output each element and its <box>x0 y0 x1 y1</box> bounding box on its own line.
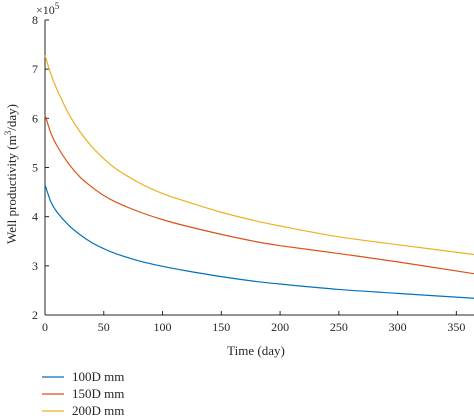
x-axis-label: Time (day) <box>227 343 285 358</box>
x-tick-label: 200 <box>271 320 289 334</box>
x-tick-label: 350 <box>447 320 465 334</box>
legend-label-1: 100D mm <box>72 369 124 384</box>
y-axis-label-tail: /day) <box>4 104 19 131</box>
legend-label-3: 200D mm <box>72 403 124 418</box>
x-tick-label: 150 <box>212 320 230 334</box>
y-tick-label: 6 <box>32 111 38 125</box>
legend: 100D mm 150D mm 200D mm <box>42 369 124 418</box>
x-tick-label: 250 <box>330 320 348 334</box>
y-axis-multiplier: ×105 <box>36 1 60 17</box>
tick-labels: 0 50 100 150 200 250 300 350 2 3 4 5 6 7 8 <box>32 13 465 334</box>
series-line-3 <box>44 55 474 256</box>
y-tick-label: 7 <box>32 62 38 76</box>
x-tick-label: 50 <box>98 320 110 334</box>
x-tick-label: 300 <box>389 320 407 334</box>
x-tick-label: 100 <box>154 320 172 334</box>
series-line-1 <box>44 184 474 299</box>
y-axis-label-main: Well productivity (m <box>4 135 19 244</box>
y-axis-label-sup: 3 <box>3 130 13 135</box>
y-axis-label: Well productivity (m3/day) <box>3 104 19 244</box>
multiplier-base: ×10 <box>36 3 55 17</box>
axes <box>44 19 474 316</box>
multiplier-exponent: 5 <box>55 1 60 11</box>
series-line-2 <box>44 114 474 275</box>
y-tick-label: 8 <box>32 13 38 27</box>
legend-label-2: 150D mm <box>72 386 124 401</box>
y-tick-label: 3 <box>32 259 38 273</box>
y-tick-label: 2 <box>32 308 38 322</box>
y-tick-label: 4 <box>32 210 38 224</box>
y-tick-label: 5 <box>32 161 38 175</box>
x-tick-label: 0 <box>42 320 48 334</box>
series-lines <box>44 55 474 299</box>
